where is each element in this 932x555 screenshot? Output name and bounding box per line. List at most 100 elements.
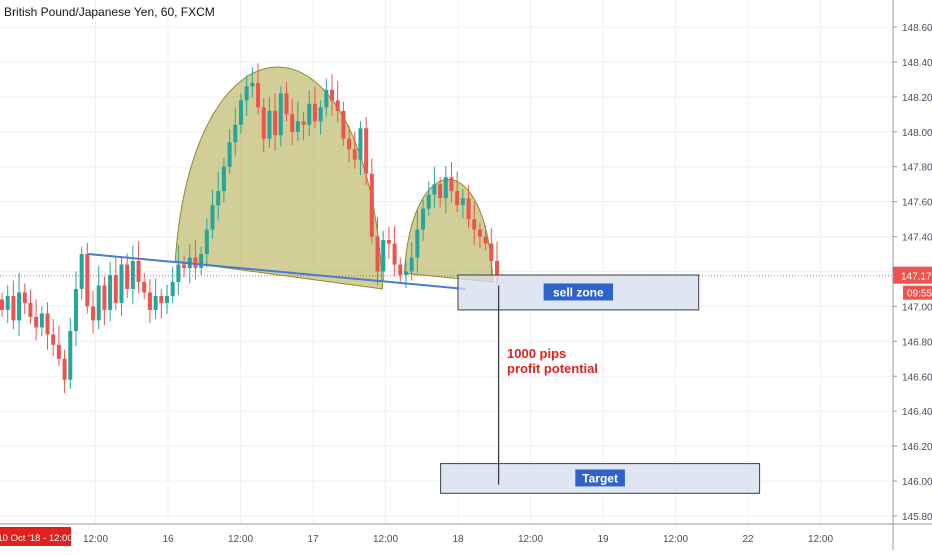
candle-up xyxy=(358,128,363,160)
x-tick-label: 18 xyxy=(452,534,464,545)
candle-up xyxy=(318,107,323,122)
countdown-label: 09:55 xyxy=(907,289,932,300)
candle-down xyxy=(125,264,130,289)
candle-down xyxy=(284,93,289,115)
drawing-shapes xyxy=(174,66,494,290)
x-tick-label: 12:00 xyxy=(83,534,108,545)
y-tick-label: 148.400 xyxy=(902,58,932,69)
candle-up xyxy=(238,100,243,125)
current-price-badge xyxy=(893,266,932,284)
sell-zone-label-bg xyxy=(543,283,614,301)
y-tick-label: 146.800 xyxy=(902,337,932,348)
candle-down xyxy=(85,254,90,307)
candle-up xyxy=(267,110,272,139)
candle-up xyxy=(119,264,124,303)
target-label: Target xyxy=(582,471,618,485)
candle-down xyxy=(91,306,96,321)
candle-up xyxy=(130,261,135,289)
candle-down xyxy=(301,121,306,125)
candle-down xyxy=(335,100,340,111)
candle-down xyxy=(495,261,499,275)
candle-up xyxy=(199,254,204,269)
candle-down xyxy=(449,177,454,192)
x-tick-label: 19 xyxy=(597,534,609,545)
y-tick-label: 146.000 xyxy=(902,477,932,488)
candle-down xyxy=(472,219,477,230)
candle-down xyxy=(364,128,369,174)
y-tick-label: 147.800 xyxy=(902,163,932,174)
candle-up xyxy=(307,103,312,125)
candle-down xyxy=(352,149,357,160)
y-tick-label: 146.600 xyxy=(902,372,932,383)
candle-down xyxy=(477,229,482,237)
x-cursor-label: 10 Oct '18 - 12:00 xyxy=(0,533,73,544)
x-cursor-badge xyxy=(0,527,71,546)
candle-up xyxy=(426,194,431,209)
x-tick-label: 17 xyxy=(307,534,319,545)
candle-up xyxy=(153,295,158,310)
candle-down xyxy=(62,358,67,380)
candle-down xyxy=(330,89,334,101)
y-tick-label: 148.600 xyxy=(902,23,932,34)
current-price-label: 147.176 xyxy=(901,272,932,283)
y-tick-label: 147.400 xyxy=(902,233,932,244)
candle-up xyxy=(73,288,78,331)
candle-down xyxy=(347,138,352,150)
candle-up xyxy=(415,229,420,258)
x-tick-label: 12:00 xyxy=(373,534,398,545)
x-tick-label: 12:00 xyxy=(808,534,833,545)
candle-down xyxy=(290,114,295,132)
candle-down xyxy=(159,295,164,303)
candle-up xyxy=(233,124,238,143)
neckline xyxy=(88,253,466,290)
y-tick-label: 147.600 xyxy=(902,198,932,209)
candle-up xyxy=(165,295,169,303)
y-tick-label: 146.400 xyxy=(902,407,932,418)
candle-up xyxy=(381,240,386,272)
candle-down xyxy=(392,243,397,265)
sell-zone-label: sell zone xyxy=(553,285,604,299)
candle-up xyxy=(227,142,232,167)
target-label-bg xyxy=(575,469,625,487)
candle-down xyxy=(341,110,346,139)
candle-up xyxy=(5,295,10,310)
candle-up xyxy=(460,198,465,206)
candle-up xyxy=(324,89,329,108)
candle-up xyxy=(17,292,22,321)
candle-up xyxy=(278,93,283,136)
candle-up xyxy=(68,330,73,380)
candle-down xyxy=(34,316,39,328)
y-tick-label: 146.200 xyxy=(902,442,932,453)
y-tick-label: 147.000 xyxy=(902,302,932,313)
candle-down xyxy=(102,285,107,310)
y-tick-label: 148.000 xyxy=(902,128,932,139)
candle-down xyxy=(375,236,380,272)
candle-up xyxy=(250,82,255,87)
x-tick-label: 12:00 xyxy=(663,534,688,545)
candle-up xyxy=(221,166,226,192)
x-tick-label: 16 xyxy=(162,534,174,545)
candle-down xyxy=(312,103,317,122)
candle-down xyxy=(256,82,261,108)
candle-down xyxy=(22,292,27,303)
candle-down xyxy=(147,292,152,310)
y-tick-label: 148.200 xyxy=(902,93,932,104)
candle-down xyxy=(28,302,33,317)
candlesticks xyxy=(0,63,499,394)
candle-up xyxy=(108,274,113,310)
x-tick-label: 12:00 xyxy=(518,534,543,545)
chart-title: British Pound/Japanese Yen, 60, FXCM xyxy=(4,5,215,19)
candle-down xyxy=(455,191,460,206)
candle-up xyxy=(79,254,84,289)
candle-down xyxy=(193,257,198,269)
x-tick-label: 12:00 xyxy=(228,534,253,545)
candle-down xyxy=(369,173,374,237)
profit-note-line2: profit potential xyxy=(507,361,598,376)
candle-up xyxy=(39,313,44,328)
candle-down xyxy=(489,243,494,262)
candle-down xyxy=(438,184,443,199)
candle-up xyxy=(204,229,209,255)
